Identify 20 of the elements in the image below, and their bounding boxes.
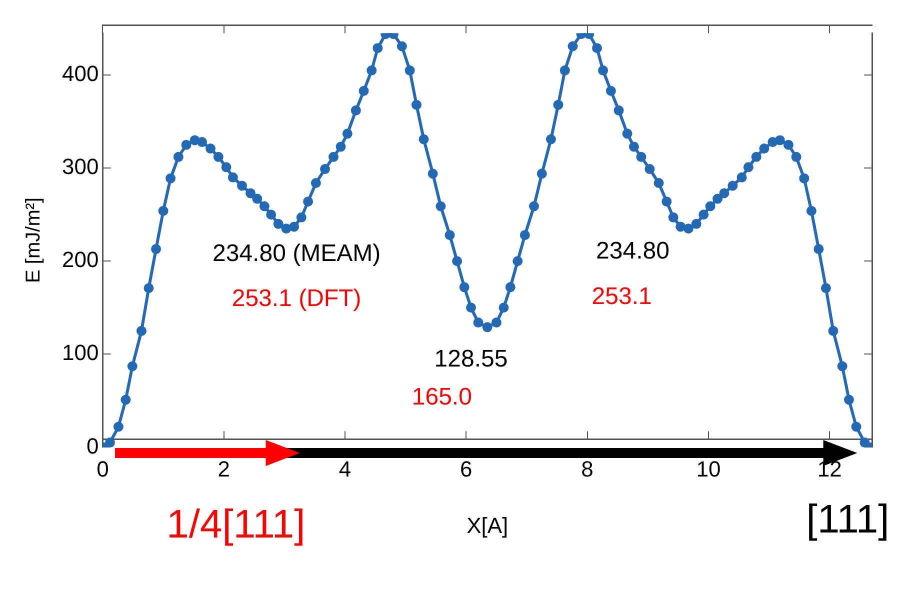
y-tick-label: 400 [62,61,99,86]
x-tick-label: 8 [581,456,594,482]
x-tick-label: 4 [338,456,352,482]
annotation: 128.55 [434,345,508,372]
y-tick-label: 0 [86,433,99,458]
y-tick-label: 100 [62,340,99,366]
x-tick-label: 6 [460,456,472,482]
annotation: 234.80 [596,237,670,264]
x-tick-label: 2 [218,456,230,482]
annotation: 234.80 (MEAM) [212,240,381,268]
text: [111] [806,498,890,542]
annotation: 253.1 (DFT) [232,284,362,312]
x-axis-title: X[A] [466,512,508,538]
text: 1/4[111] [166,502,306,546]
y-axis-title: E [mJ/m²] [22,197,45,283]
x-tick-label: 10 [696,456,721,482]
y-tick-label: 300 [62,154,99,180]
annotation: 253.1 [592,283,652,310]
annotation: 165.0 [412,384,472,411]
y-tick-label: 200 [62,247,99,272]
